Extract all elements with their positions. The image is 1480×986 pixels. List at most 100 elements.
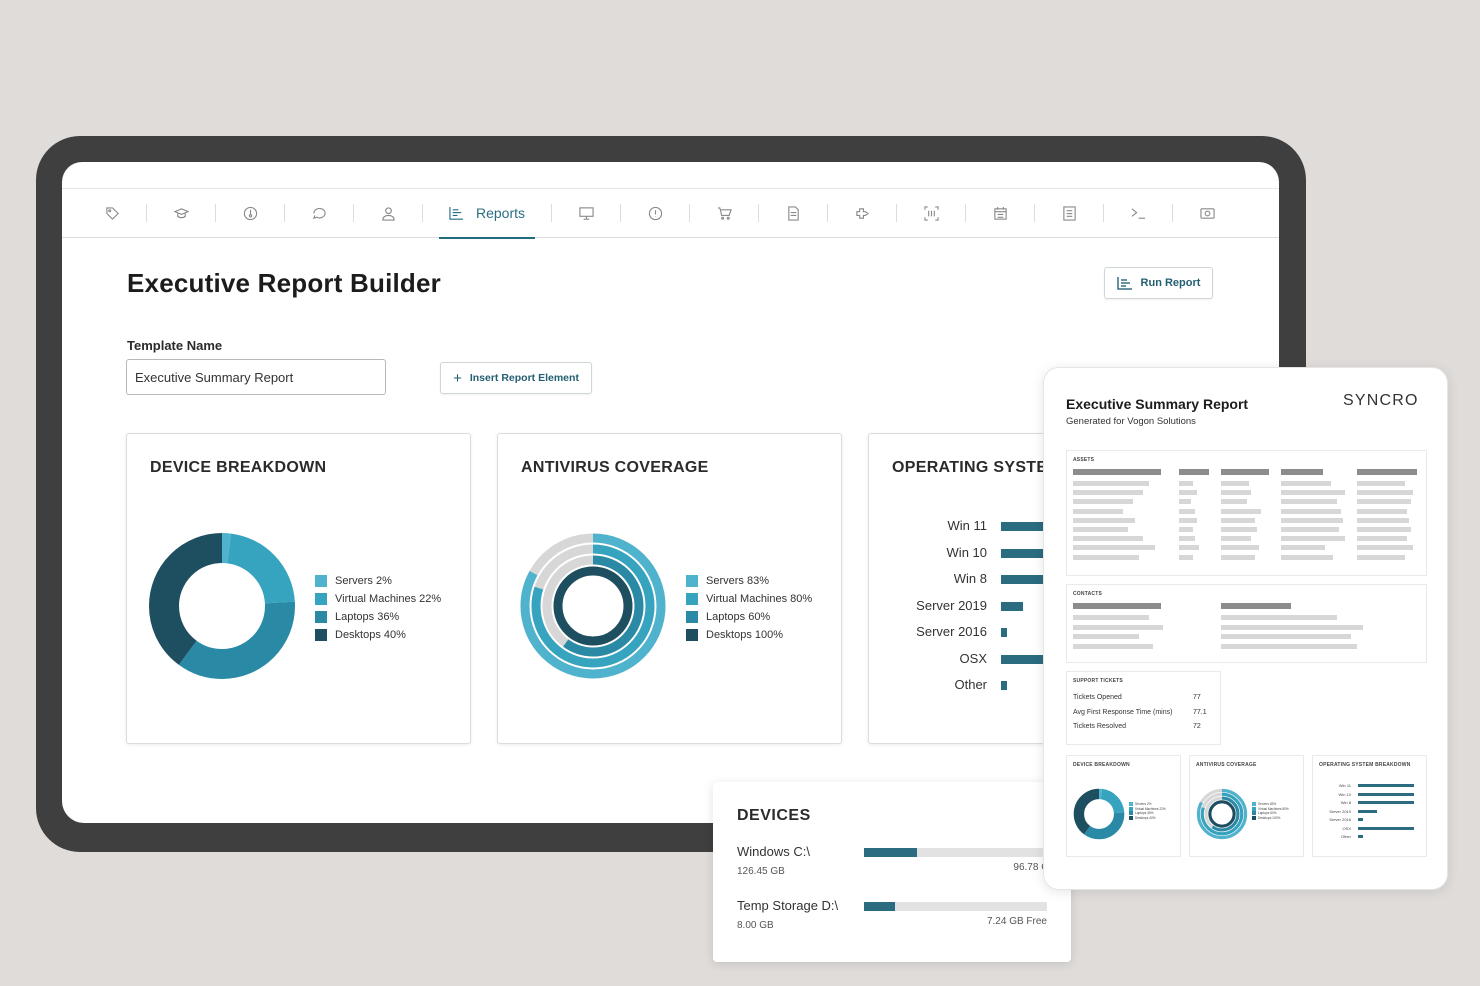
mini-os-label: Other <box>1340 834 1351 839</box>
drive-free-space: 96.78 GB Free <box>1013 862 1071 873</box>
nav-tab-alert[interactable] <box>621 189 689 237</box>
nav-tab-user[interactable] <box>354 189 422 237</box>
placeholder-line <box>1221 643 1357 649</box>
nav-tab-plugin[interactable] <box>828 189 896 237</box>
device-breakdown-card: DEVICE BREAKDOWN Servers 2% Virtual Machi… <box>126 433 471 744</box>
placeholder-line <box>1221 634 1351 639</box>
report-support-tickets-section: SUPPORT TICKETS Tickets Opened 77 Avg Firs… <box>1066 671 1221 745</box>
run-report-button[interactable]: Run Report <box>1104 267 1213 299</box>
mini-antivirus-legend: Servers 83% Virtual Machines 80% Laptops 6… <box>1252 802 1289 820</box>
mini-legend-item: Virtual Machines 80% <box>1252 807 1289 812</box>
nav-separator <box>284 204 285 222</box>
nav-tab-chat-bubble[interactable] <box>285 189 353 237</box>
drive-name: Temp Storage D:\ <box>737 898 839 913</box>
nav-tab-reports[interactable]: Reports <box>439 190 535 239</box>
legend-item: Laptops 60% <box>686 608 812 626</box>
placeholder-line <box>1179 517 1197 523</box>
report-subtitle: Generated for Vogon Solutions <box>1066 416 1196 427</box>
mini-legend-item: Laptops 60% <box>1252 811 1289 816</box>
placeholder-line <box>1281 499 1337 505</box>
nav-tab-cart[interactable] <box>690 189 758 237</box>
calendar-icon <box>993 206 1007 220</box>
placeholder-line <box>1221 508 1261 514</box>
document-icon <box>787 205 799 221</box>
ring-arc <box>1200 792 1244 836</box>
donut-slice <box>149 533 295 679</box>
report-antivirus-mini: ANTIVIRUS COVERAGE Servers 83% Virtual Ma… <box>1189 755 1304 857</box>
os-row: Win 8 <box>869 571 1069 589</box>
ring-arc <box>542 555 644 657</box>
section-label: ASSETS <box>1073 457 1095 463</box>
placeholder-line <box>1179 490 1197 496</box>
mini-legend-item: Desktops 100% <box>1252 816 1289 821</box>
ticket-stat-label: Tickets Resolved <box>1073 723 1127 730</box>
device-breakdown-legend: Servers 2% Virtual Machines 22% Laptops 36… <box>315 572 441 644</box>
os-bar <box>1001 601 1023 611</box>
ring-arc <box>531 544 655 668</box>
os-bar <box>1001 654 1066 664</box>
legend-label: Servers 83% <box>706 575 769 587</box>
legend-item: Laptops 36% <box>315 608 441 626</box>
placeholder-line <box>1357 490 1413 496</box>
legend-label: Virtual Machines 22% <box>335 593 442 605</box>
placeholder-line <box>1073 615 1149 620</box>
template-name-input[interactable] <box>126 359 386 395</box>
legend-swatch <box>686 593 698 605</box>
placeholder-line <box>1073 624 1163 630</box>
placeholder-line <box>1179 469 1209 475</box>
os-row: Server 2016 <box>869 624 1069 642</box>
reports-icon <box>449 206 464 220</box>
legend-swatch <box>315 593 327 605</box>
os-row: Win 11 <box>869 518 1069 536</box>
placeholder-line <box>1073 536 1143 542</box>
donut-slice <box>1073 788 1125 840</box>
nav-tab-ledger[interactable] <box>1035 189 1103 237</box>
ring-arc <box>553 566 633 646</box>
nav-tab-thermometer[interactable] <box>216 189 284 237</box>
nav-tab-terminal[interactable] <box>1104 189 1172 237</box>
os-bar <box>1001 681 1007 690</box>
placeholder-line <box>1073 545 1155 551</box>
os-label: Win 11 <box>947 518 988 533</box>
placeholder-line <box>1073 554 1139 560</box>
nav-separator <box>1034 204 1035 222</box>
placeholder-line <box>1357 508 1407 514</box>
legend-label: Laptops 60% <box>706 611 771 623</box>
nav-tab-tag[interactable] <box>78 189 146 237</box>
legend-label: Desktops 40% <box>335 629 406 641</box>
drive-usage-bar <box>864 902 1047 911</box>
mini-legend-item: Virtual Machines 22% <box>1129 807 1166 812</box>
legend-item: Virtual Machines 22% <box>315 590 441 608</box>
placeholder-line <box>1221 517 1255 523</box>
legend-swatch <box>686 629 698 641</box>
placeholder-line <box>1281 554 1333 560</box>
ticket-stat-value: 72 <box>1193 723 1201 730</box>
section-label: DEVICE BREAKDOWN <box>1073 762 1130 768</box>
nav-tab-document[interactable] <box>759 189 827 237</box>
os-label: Win 10 <box>946 544 987 560</box>
os-label: OSX <box>959 650 987 666</box>
cart-icon <box>717 206 732 220</box>
antivirus-legend: Servers 83% Virtual Machines 80% Laptops 6… <box>686 572 812 644</box>
nav-tab-calendar[interactable] <box>966 189 1034 237</box>
nav-tab-monitor[interactable] <box>552 189 620 237</box>
nav-separator <box>758 204 759 222</box>
page-title: Executive Report Builder <box>127 268 441 298</box>
nav-tab-money[interactable] <box>1173 189 1241 237</box>
legend-swatch <box>686 575 698 587</box>
placeholder-line <box>1221 554 1255 560</box>
drive-size: 126.45 GB <box>737 866 785 877</box>
antivirus-rings-chart <box>520 533 666 679</box>
insert-report-element-label: Insert Report Element <box>469 372 579 384</box>
nav-tab-scan[interactable] <box>897 189 965 237</box>
mini-os-label: Server 2016 <box>1329 817 1351 822</box>
drive-size: 8.00 GB <box>737 920 774 931</box>
devices-card: DEVICES Windows C:\ 126.45 GB 96.78 GB Fre… <box>713 782 1071 962</box>
nav-tab-graduation-cap[interactable] <box>147 189 215 237</box>
placeholder-line <box>1281 536 1345 542</box>
mini-os-label: Win 8 <box>1340 800 1351 805</box>
placeholder-line <box>1221 527 1257 532</box>
mini-device-legend: Servers 2% Virtual Machines 22% Laptops 36… <box>1129 802 1166 820</box>
placeholder-line <box>1221 469 1269 475</box>
insert-report-element-button[interactable]: + Insert Report Element <box>440 362 592 394</box>
